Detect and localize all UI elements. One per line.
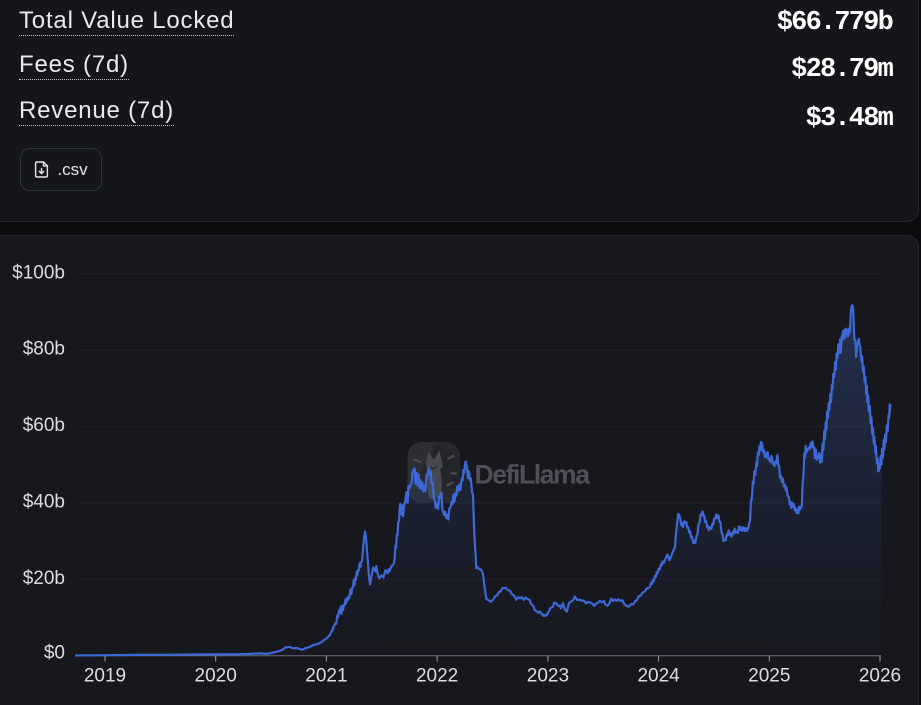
svg-text:2020: 2020 (195, 666, 237, 687)
svg-text:$100b: $100b (12, 262, 65, 283)
svg-text:$80b: $80b (23, 339, 65, 360)
svg-text:$0: $0 (44, 643, 65, 664)
svg-text:2022: 2022 (416, 666, 458, 687)
svg-text:2025: 2025 (748, 666, 790, 687)
svg-text:DefiLlama: DefiLlama (475, 460, 591, 490)
svg-text:$60b: $60b (23, 415, 65, 436)
svg-text:2021: 2021 (305, 666, 347, 687)
svg-text:2023: 2023 (527, 666, 569, 687)
svg-text:2019: 2019 (84, 666, 126, 687)
svg-text:2024: 2024 (637, 666, 680, 687)
svg-text:$40b: $40b (23, 492, 65, 513)
svg-text:2026: 2026 (859, 666, 901, 687)
svg-text:$20b: $20b (23, 568, 65, 589)
